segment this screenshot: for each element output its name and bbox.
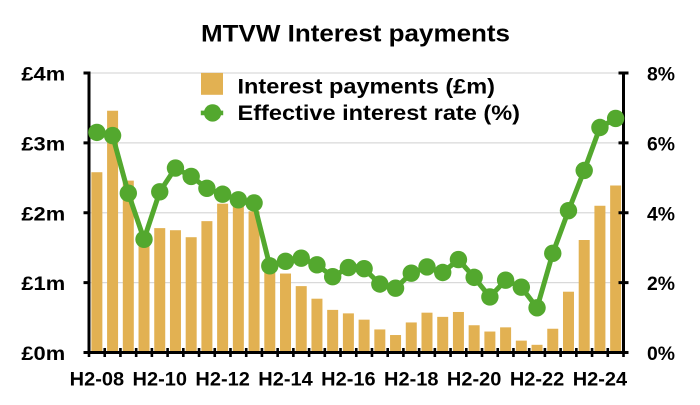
svg-text:H2-12: H2-12 xyxy=(195,370,249,391)
svg-text:Interest payments (£m): Interest payments (£m) xyxy=(238,76,496,99)
svg-text:2%: 2% xyxy=(647,274,675,295)
svg-text:H2-08: H2-08 xyxy=(70,370,124,391)
svg-text:MTVW Interest payments: MTVW Interest payments xyxy=(201,21,510,48)
svg-text:0%: 0% xyxy=(647,344,675,365)
svg-text:6%: 6% xyxy=(647,134,675,155)
svg-text:H2-22: H2-22 xyxy=(510,370,564,391)
svg-text:£2m: £2m xyxy=(21,204,65,225)
svg-text:H2-16: H2-16 xyxy=(321,370,375,391)
svg-text:H2-24: H2-24 xyxy=(573,370,628,391)
svg-text:£3m: £3m xyxy=(21,134,65,155)
svg-text:£0m: £0m xyxy=(21,344,65,365)
svg-text:8%: 8% xyxy=(647,65,675,86)
svg-text:£4m: £4m xyxy=(21,65,65,86)
svg-text:4%: 4% xyxy=(647,204,675,225)
svg-text:£1m: £1m xyxy=(21,274,65,295)
svg-text:H2-18: H2-18 xyxy=(384,370,438,391)
svg-text:Effective interest rate (%): Effective interest rate (%) xyxy=(238,102,521,125)
svg-text:H2-20: H2-20 xyxy=(447,370,501,391)
svg-text:H2-14: H2-14 xyxy=(258,370,313,391)
svg-text:H2-10: H2-10 xyxy=(133,370,187,391)
